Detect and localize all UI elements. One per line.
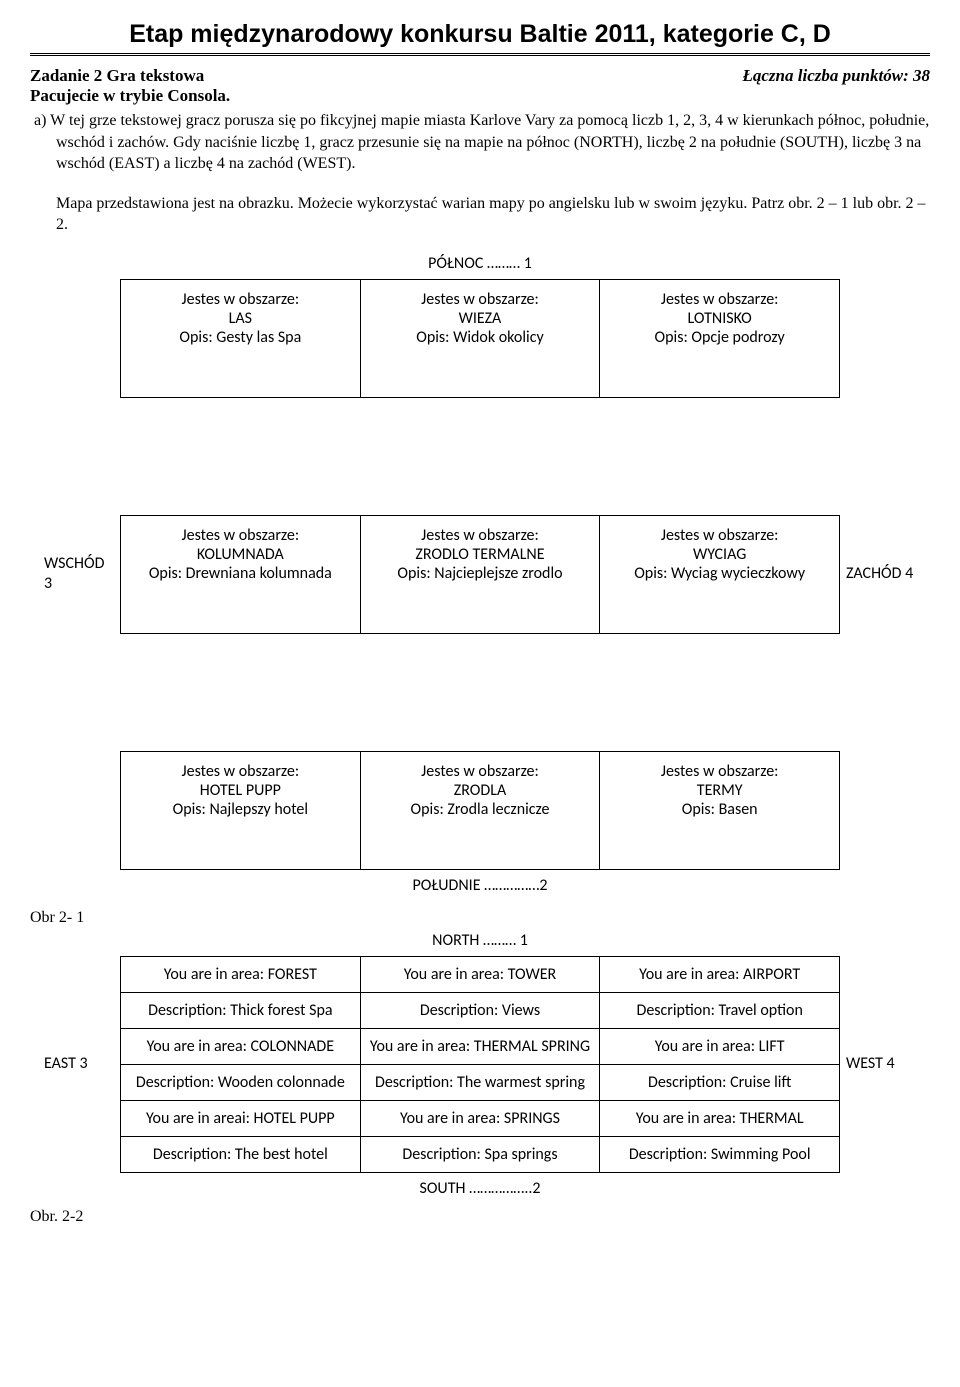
map-en-wrap: EAST 3 You are in area: FOREST You are i… (30, 956, 930, 1173)
map-pl: Jestes w obszarze: LAS Opis: Gesty las S… (120, 279, 840, 870)
figure-2-label: Obr. 2-2 (30, 1208, 930, 1226)
map-cell: Description: Wooden colonnade (121, 1064, 361, 1100)
area-desc: Opis: Najlepszy hotel (129, 800, 352, 819)
area-desc: Opis: Drewniana kolumnada (129, 564, 352, 583)
map-cell: You are in area: THERMAL SPRING (360, 1028, 600, 1064)
east-label-pl: WSCHÓD 3 (44, 554, 114, 596)
west-label-pl: ZACHÓD 4 (846, 564, 916, 585)
map-cell: You are in area: FOREST (121, 956, 361, 992)
area-name: ZRODLA (369, 781, 592, 800)
task-header: Zadanie 2 Gra tekstowa Łączna liczba pun… (30, 66, 930, 86)
area-prefix: Jestes w obszarze: (608, 290, 831, 309)
table-row: You are in area: COLONNADE You are in ar… (121, 1028, 840, 1064)
map-cell: Jestes w obszarze: TERMY Opis: Basen (600, 751, 840, 869)
area-desc: Opis: Najcieplejsze zrodlo (369, 564, 592, 583)
east-label-en: EAST 3 (44, 1054, 114, 1075)
map-cell: Description: Swimming Pool (600, 1136, 840, 1172)
area-desc: Opis: Basen (608, 800, 831, 819)
area-prefix: Jestes w obszarze: (129, 290, 352, 309)
map-cell: Jestes w obszarze: KOLUMNADA Opis: Drewn… (121, 515, 361, 633)
map-cell: Description: The best hotel (121, 1136, 361, 1172)
map-cell: Jestes w obszarze: ZRODLA Opis: Zrodla l… (360, 751, 600, 869)
map-cell: Jestes w obszarze: WIEZA Opis: Widok oko… (360, 279, 600, 397)
map-cell: Jestes w obszarze: HOTEL PUPP Opis: Najl… (121, 751, 361, 869)
area-desc: Opis: Zrodla lecznicze (369, 800, 592, 819)
table-row: Description: Wooden colonnade Descriptio… (121, 1064, 840, 1100)
task-title: Zadanie 2 Gra tekstowa (30, 66, 204, 86)
area-prefix: Jestes w obszarze: (369, 290, 592, 309)
task-body-a: a) W tej grze tekstowej gracz porusza si… (30, 110, 930, 175)
map-cell: You are in area: AIRPORT (600, 956, 840, 992)
header-rule (30, 53, 930, 56)
area-name: ZRODLO TERMALNE (369, 545, 592, 564)
area-name: LOTNISKO (608, 309, 831, 328)
area-prefix: Jestes w obszarze: (369, 762, 592, 781)
map-cell: You are in area: THERMAL (600, 1100, 840, 1136)
map-cell: Jestes w obszarze: LAS Opis: Gesty las S… (121, 279, 361, 397)
table-row: Jestes w obszarze: HOTEL PUPP Opis: Najl… (121, 751, 840, 869)
map-en: You are in area: FOREST You are in area:… (120, 956, 840, 1173)
north-label-en: NORTH ……… 1 (30, 931, 930, 950)
south-label-pl: POŁUDNIE ……………2 (30, 876, 930, 895)
area-name: TERMY (608, 781, 831, 800)
area-desc: Opis: Gesty las Spa (129, 328, 352, 347)
table-row: Jestes w obszarze: KOLUMNADA Opis: Drewn… (121, 515, 840, 633)
table-row: Description: Thick forest Spa Descriptio… (121, 992, 840, 1028)
map-cell: Description: Travel option (600, 992, 840, 1028)
map-cell: Description: Views (360, 992, 600, 1028)
area-prefix: Jestes w obszarze: (129, 762, 352, 781)
south-label-en: SOUTH ……………..2 (30, 1179, 930, 1198)
map-cell: You are in area: SPRINGS (360, 1100, 600, 1136)
table-row: Description: The best hotel Description:… (121, 1136, 840, 1172)
map-cell: You are in area: TOWER (360, 956, 600, 992)
page-title: Etap międzynarodowy konkursu Baltie 2011… (30, 20, 930, 49)
west-label-en: WEST 4 (846, 1054, 916, 1075)
north-label-pl: PÓŁNOC ……… 1 (30, 254, 930, 273)
map-cell: You are in areai: HOTEL PUPP (121, 1100, 361, 1136)
map-cell: Description: Thick forest Spa (121, 992, 361, 1028)
task-body-b: Mapa przedstawiona jest na obrazku. Może… (30, 193, 930, 236)
area-prefix: Jestes w obszarze: (129, 526, 352, 545)
map-cell: You are in area: COLONNADE (121, 1028, 361, 1064)
area-name: WYCIAG (608, 545, 831, 564)
map-cell: Description: Spa springs (360, 1136, 600, 1172)
map-cell: You are in area: LIFT (600, 1028, 840, 1064)
table-row: You are in area: FOREST You are in area:… (121, 956, 840, 992)
map-cell: Jestes w obszarze: LOTNISKO Opis: Opcje … (600, 279, 840, 397)
map-cell: Jestes w obszarze: WYCIAG Opis: Wyciag w… (600, 515, 840, 633)
spacer-row (121, 633, 840, 751)
area-prefix: Jestes w obszarze: (608, 526, 831, 545)
area-name: LAS (129, 309, 352, 328)
spacer-row (121, 397, 840, 515)
table-row: You are in areai: HOTEL PUPP You are in … (121, 1100, 840, 1136)
task-points: Łączna liczba punktów: 38 (743, 66, 931, 86)
area-name: WIEZA (369, 309, 592, 328)
area-desc: Opis: Widok okolicy (369, 328, 592, 347)
table-row: Jestes w obszarze: LAS Opis: Gesty las S… (121, 279, 840, 397)
area-desc: Opis: Opcje podrozy (608, 328, 831, 347)
area-name: HOTEL PUPP (129, 781, 352, 800)
map-pl-wrap: WSCHÓD 3 Jestes w obszarze: LAS Opis: Ge… (30, 279, 930, 870)
map-cell: Jestes w obszarze: ZRODLO TERMALNE Opis:… (360, 515, 600, 633)
map-cell: Description: The warmest spring (360, 1064, 600, 1100)
map-cell: Description: Cruise lift (600, 1064, 840, 1100)
area-prefix: Jestes w obszarze: (608, 762, 831, 781)
task-subtitle: Pacujecie w trybie Consola. (30, 86, 930, 106)
figure-1-label: Obr 2- 1 (30, 909, 930, 927)
area-desc: Opis: Wyciag wycieczkowy (608, 564, 831, 583)
area-name: KOLUMNADA (129, 545, 352, 564)
area-prefix: Jestes w obszarze: (369, 526, 592, 545)
